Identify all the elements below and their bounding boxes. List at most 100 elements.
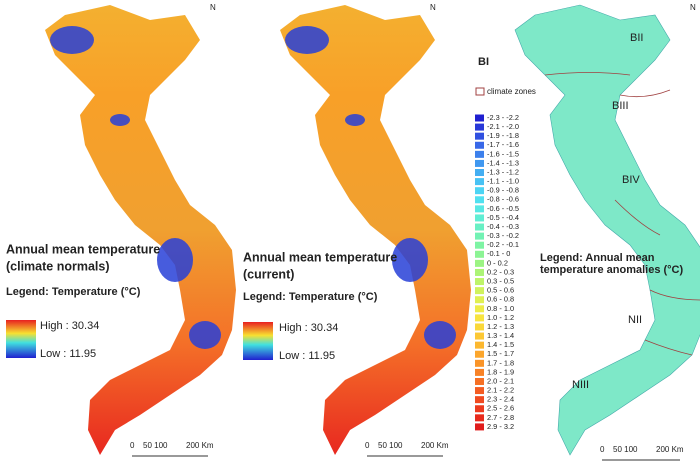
cool-areas: [285, 26, 456, 349]
legend-title: Legend: Temperature (°C): [6, 286, 141, 298]
scale-bar: 0 50 100 200 Km: [130, 441, 214, 457]
class-label: 0.3 - 0.5: [487, 276, 514, 285]
class-swatch: [475, 396, 484, 404]
class-label: 2.0 - 2.1: [487, 376, 514, 385]
class-label: 0.5 - 0.6: [487, 286, 514, 295]
class-swatch: [475, 214, 484, 222]
class-swatch: [475, 241, 484, 249]
zone-label: BIV: [622, 174, 640, 186]
class-label: 2.9 - 3.2: [487, 422, 514, 431]
class-swatch: [475, 259, 484, 267]
class-swatch: [475, 332, 484, 340]
scale-label: 50 100: [613, 445, 638, 454]
class-label: -1.1 - -1.0: [487, 177, 519, 186]
legend-title: Legend: Annual mean: [540, 252, 655, 264]
class-swatch: [475, 377, 484, 385]
class-swatch: [475, 314, 484, 322]
class-label: -1.9 - -1.8: [487, 131, 519, 140]
class-label: 1.5 - 1.7: [487, 349, 514, 358]
map-title: Annual mean temperature: [243, 250, 397, 264]
class-swatch: [475, 223, 484, 231]
class-label: 0 - 0.2: [487, 258, 508, 267]
class-label: -0.9 - -0.8: [487, 186, 519, 195]
class-label: 1.4 - 1.5: [487, 340, 514, 349]
class-swatch: [475, 187, 484, 195]
zone-legend-label: climate zones: [487, 87, 536, 96]
country-map: [45, 5, 236, 455]
map-panel-3: N climate zones Legend: Annual mean temp…: [475, 3, 700, 461]
scale-label: 50 100: [143, 441, 168, 450]
class-label: 2.3 - 2.4: [487, 395, 514, 404]
class-swatch: [475, 287, 484, 295]
map-title: (climate normals): [6, 259, 110, 273]
class-label: 1.8 - 1.9: [487, 367, 514, 376]
class-swatch: [475, 296, 484, 304]
class-label: 1.3 - 1.4: [487, 331, 514, 340]
class-swatch: [475, 368, 484, 376]
class-swatch: [475, 268, 484, 276]
class-swatch: [475, 350, 484, 358]
north-arrow: N: [430, 3, 436, 12]
map-title: Annual mean temperature: [6, 242, 160, 256]
class-swatch: [475, 205, 484, 213]
class-label: -1.7 - -1.6: [487, 140, 519, 149]
scale-label: 0: [130, 441, 135, 450]
legend-title: Legend: Temperature (°C): [243, 291, 378, 303]
class-label: 2.7 - 2.8: [487, 413, 514, 422]
class-swatch: [475, 323, 484, 331]
country-map: [280, 5, 471, 455]
class-label: -0.2 - -0.1: [487, 240, 519, 249]
high-label: High : 30.34: [279, 322, 338, 334]
map-title: (current): [243, 267, 294, 281]
scale-label: 200 Km: [421, 441, 449, 450]
class-label: 0.6 - 0.8: [487, 295, 514, 304]
class-swatch: [475, 132, 484, 140]
zone-label: NIII: [572, 379, 589, 391]
class-legend: -2.3 - -2.2-2.1 - -2.0-1.9 - -1.8-1.7 - …: [475, 113, 519, 431]
class-swatch: [475, 114, 484, 122]
scale-label: 200 Km: [186, 441, 214, 450]
class-label: -0.8 - -0.6: [487, 195, 519, 204]
class-swatch: [475, 278, 484, 286]
class-swatch: [475, 169, 484, 177]
class-label: 1.2 - 1.3: [487, 322, 514, 331]
low-label: Low : 11.95: [40, 348, 96, 360]
class-label: -2.1 - -2.0: [487, 122, 519, 131]
class-label: -0.3 - -0.2: [487, 231, 519, 240]
class-label: 0.2 - 0.3: [487, 267, 514, 276]
scale-label: 0: [365, 441, 370, 450]
class-swatch: [475, 123, 484, 131]
class-swatch: [475, 232, 484, 240]
class-swatch: [475, 405, 484, 413]
class-label: 1.0 - 1.2: [487, 313, 514, 322]
class-label: -1.3 - -1.2: [487, 167, 519, 176]
scale-label: 200 Km: [656, 445, 684, 454]
zone-label: BII: [630, 32, 643, 44]
class-label: -0.5 - -0.4: [487, 213, 519, 222]
color-ramp: [6, 320, 36, 358]
class-label: -0.1 - 0: [487, 249, 510, 258]
high-label: High : 30.34: [40, 320, 99, 332]
class-swatch: [475, 250, 484, 258]
class-label: -0.4 - -0.3: [487, 222, 519, 231]
scale-label: 0: [600, 445, 605, 454]
class-swatch: [475, 159, 484, 167]
color-ramp: [243, 322, 273, 360]
class-label: 1.7 - 1.8: [487, 358, 514, 367]
zone-legend-swatch: [475, 87, 485, 96]
class-swatch: [475, 150, 484, 158]
north-arrow: N: [690, 3, 696, 12]
class-swatch: [475, 178, 484, 186]
cool-areas: [50, 26, 221, 349]
class-swatch: [475, 141, 484, 149]
class-label: 2.5 - 2.6: [487, 404, 514, 413]
class-label: -0.6 - -0.5: [487, 204, 519, 213]
zone-label: NII: [628, 314, 642, 326]
zone-boundaries: [544, 72, 700, 356]
legend-title: temperature anomalies (°C): [540, 264, 683, 276]
class-swatch: [475, 341, 484, 349]
zone-label: BI: [478, 56, 489, 68]
zone-label: BIII: [612, 100, 629, 112]
class-swatch: [475, 359, 484, 367]
